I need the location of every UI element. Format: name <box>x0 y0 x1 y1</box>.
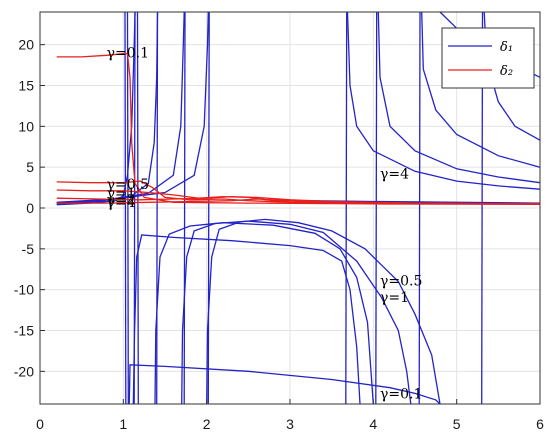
gamma-annotation: γ=0.5 <box>107 177 149 193</box>
delta1-series-line <box>206 218 441 405</box>
delta1-series-line <box>418 11 421 405</box>
y-tick-label: 20 <box>18 37 34 53</box>
gamma-annotation: γ=1 <box>107 186 136 202</box>
delta1-series-line <box>346 11 541 190</box>
delta2-series-line <box>56 198 541 205</box>
x-tick-label: 6 <box>536 416 544 432</box>
delta1-series-line <box>375 11 378 405</box>
gamma-annotation: γ=4 <box>380 167 409 183</box>
y-tick-label: -20 <box>14 363 34 379</box>
legend-label: δ₁ <box>500 40 513 55</box>
delta1-series-line <box>132 234 361 405</box>
x-tick-label: 4 <box>369 416 377 432</box>
annotations-layer: γ=0.1γ=0.5γ=1γ=2γ=4γ=4γ=0.5γ=1γ=0.1 <box>107 46 423 403</box>
y-tick-label: 5 <box>26 159 34 175</box>
axis-ticks: 0 1 2 3 4 5 6 -20 -15 -10 -5 0 5 10 15 20 <box>14 37 544 432</box>
legend-box <box>441 27 535 89</box>
gamma-annotation: γ=0.1 <box>107 46 149 62</box>
gamma-annotation: γ=0.1 <box>380 386 422 402</box>
delta1-series-line <box>133 11 136 405</box>
gamma-annotation: γ=1 <box>380 290 409 306</box>
x-tick-label: 3 <box>286 416 294 432</box>
gamma-annotation: γ=2 <box>107 193 136 209</box>
delta1-series-line <box>377 11 541 184</box>
delta1-series-line <box>207 11 210 405</box>
delta1-series-line <box>345 11 348 405</box>
delta1-series-line <box>136 11 139 405</box>
delta2-series-line <box>56 195 541 205</box>
series-layer <box>56 11 541 405</box>
legend: δ₁ δ₂ <box>441 27 535 89</box>
y-tick-label: 10 <box>18 118 34 134</box>
delta1-series-line <box>56 11 159 205</box>
delta1-series-line <box>183 11 186 405</box>
y-tick-label: -15 <box>14 323 34 339</box>
delta1-series-line <box>156 11 159 405</box>
y-tick-label: -5 <box>22 241 35 257</box>
gamma-annotation: γ=0.5 <box>380 274 422 290</box>
y-tick-label: -10 <box>14 282 34 298</box>
x-tick-label: 5 <box>453 416 461 432</box>
delta1-series-line <box>124 11 127 405</box>
delta1-series-line <box>421 11 541 168</box>
y-tick-label: 0 <box>26 200 34 216</box>
x-tick-label: 2 <box>203 416 211 432</box>
delta1-series-line <box>181 220 412 405</box>
x-tick-label: 1 <box>119 416 127 432</box>
gamma-annotation: γ=4 <box>107 195 136 211</box>
y-tick-label: 15 <box>18 78 34 94</box>
delta1-series-line <box>128 364 441 405</box>
delta2-series-line <box>56 53 541 205</box>
delta1-series-line <box>126 11 129 405</box>
delta1-series-line <box>154 222 374 405</box>
x-tick-label: 0 <box>36 416 44 432</box>
legend-label: δ₂ <box>500 64 513 79</box>
